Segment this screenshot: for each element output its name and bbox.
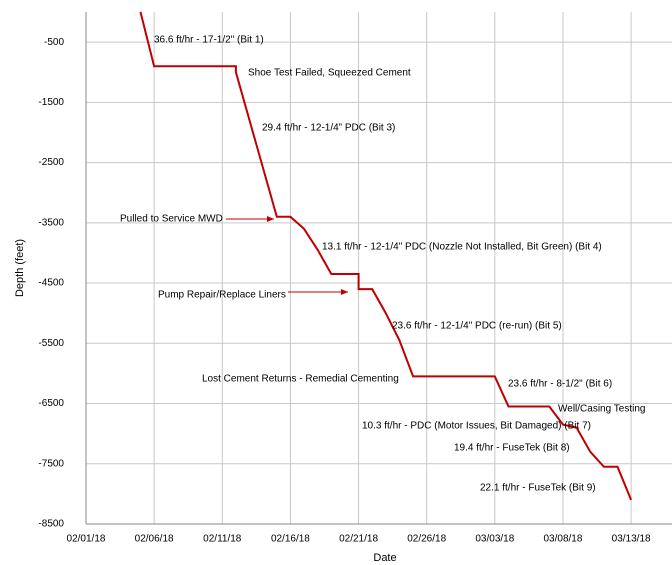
y-tick-label: -2500: [38, 157, 64, 168]
annotation: Shoe Test Failed, Squeezed Cement: [248, 68, 411, 79]
annotation: 22.1 ft/hr - FuseTek (Bit 9): [480, 483, 596, 494]
x-axis-title: Date: [373, 552, 396, 564]
x-tick-label: 03/08/18: [544, 534, 583, 545]
x-tick-label: 02/11/18: [203, 534, 242, 545]
annotation: Pulled to Service MWD: [120, 214, 223, 225]
y-tick-label: -3500: [38, 217, 64, 228]
annotation: 29.4 ft/hr - 12-1/4” PDC (Bit 3): [262, 123, 395, 134]
y-tick-label: -4500: [38, 278, 64, 289]
x-tick-label: 02/16/18: [271, 534, 310, 545]
annotation: Pump Repair/Replace Liners: [158, 290, 286, 301]
x-tick-label: 02/21/18: [339, 534, 378, 545]
annotation: Lost Cement Returns - Remedial Cementing: [202, 374, 399, 385]
annotation: 23.6 ft/hr - 8-1/2" (Bit 6): [508, 379, 612, 390]
arrow-head: [341, 289, 348, 295]
depth-line: [139, 11, 633, 501]
annotation: 36.6 ft/hr - 17-1/2" (Bit 1): [154, 35, 264, 46]
y-tick-label: -1500: [38, 97, 64, 108]
annotation: 13.1 ft/hr - 12-1/4" PDC (Nozzle Not Ins…: [322, 242, 602, 253]
y-tick-label: -500: [44, 37, 64, 48]
annotation: 10.3 ft/hr - PDC (Motor Issues, Bit Dama…: [362, 421, 591, 432]
annotation: Well/Casing Testing: [558, 404, 645, 415]
annotation: 19.4 ft/hr - FuseTek (Bit 8): [454, 443, 570, 454]
annotation: 23.6 ft/hr - 12-1/4" PDC (re-run) (Bit 5…: [392, 321, 562, 332]
arrow-head: [267, 216, 274, 222]
x-tick-label: 03/13/18: [612, 534, 651, 545]
y-axis-title: Depth (feet): [14, 239, 26, 297]
y-tick-label: -5500: [38, 338, 64, 349]
x-tick-label: 03/03/18: [475, 534, 514, 545]
y-tick-label: -7500: [38, 458, 64, 469]
y-tick-label: -6500: [38, 398, 64, 409]
x-tick-label: 02/26/18: [407, 534, 446, 545]
x-tick-label: 02/01/18: [67, 534, 106, 545]
y-tick-label: -8500: [38, 519, 64, 530]
x-tick-label: 02/06/18: [135, 534, 174, 545]
